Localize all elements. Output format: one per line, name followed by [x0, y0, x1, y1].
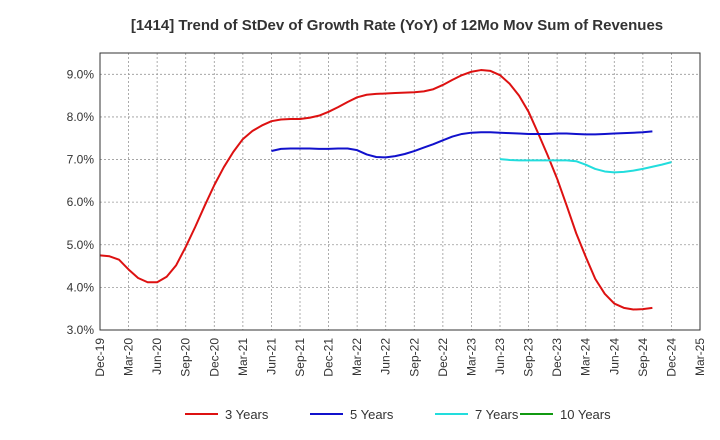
x-tick-label: Mar-24	[579, 338, 593, 376]
x-tick-label: Jun-24	[607, 338, 621, 375]
y-tick-label: 4.0%	[67, 280, 95, 294]
x-tick-label: Sep-24	[636, 338, 650, 377]
y-tick-label: 8.0%	[67, 110, 95, 124]
series-line-5-years	[271, 130, 653, 159]
legend-label: 5 Years	[350, 407, 394, 422]
x-tick-label: Dec-20	[207, 338, 221, 377]
x-tick-label: Jun-20	[150, 338, 164, 375]
y-tick-label: 7.0%	[67, 153, 95, 167]
y-tick-label: 3.0%	[67, 323, 95, 337]
x-tick-label: Dec-21	[322, 338, 336, 377]
y-tick-label: 9.0%	[67, 67, 95, 81]
x-tick-label: Dec-23	[550, 338, 564, 377]
plot-frame	[99, 52, 701, 331]
x-tick-label: Mar-25	[693, 338, 707, 376]
x-tick-label: Sep-20	[179, 338, 193, 377]
x-tick-label: Jun-23	[493, 338, 507, 375]
x-tick-label: Mar-23	[464, 338, 478, 376]
plot-area	[100, 53, 700, 330]
legend-label: 3 Years	[225, 407, 269, 422]
legend-label: 10 Years	[560, 407, 611, 422]
x-tick-label: Sep-21	[293, 338, 307, 377]
legend-label: 7 Years	[475, 407, 519, 422]
x-tick-label: Dec-19	[93, 338, 107, 377]
x-tick-label: Jun-21	[264, 338, 278, 375]
series-line-3-years	[99, 69, 653, 311]
x-tick-label: Sep-22	[407, 338, 421, 377]
x-tick-label: Jun-22	[379, 338, 393, 375]
x-tick-label: Mar-21	[236, 338, 250, 376]
chart-title: [1414] Trend of StDev of Growth Rate (Yo…	[131, 17, 663, 34]
x-tick-label: Mar-22	[350, 338, 364, 376]
x-tick-label: Dec-24	[664, 338, 678, 377]
y-tick-label: 5.0%	[67, 238, 95, 252]
y-tick-label: 6.0%	[67, 195, 95, 209]
x-tick-label: Dec-22	[436, 338, 450, 377]
x-tick-label: Mar-20	[122, 338, 136, 376]
x-tick-label: Sep-23	[522, 338, 536, 377]
series-line-7-years	[499, 158, 672, 174]
